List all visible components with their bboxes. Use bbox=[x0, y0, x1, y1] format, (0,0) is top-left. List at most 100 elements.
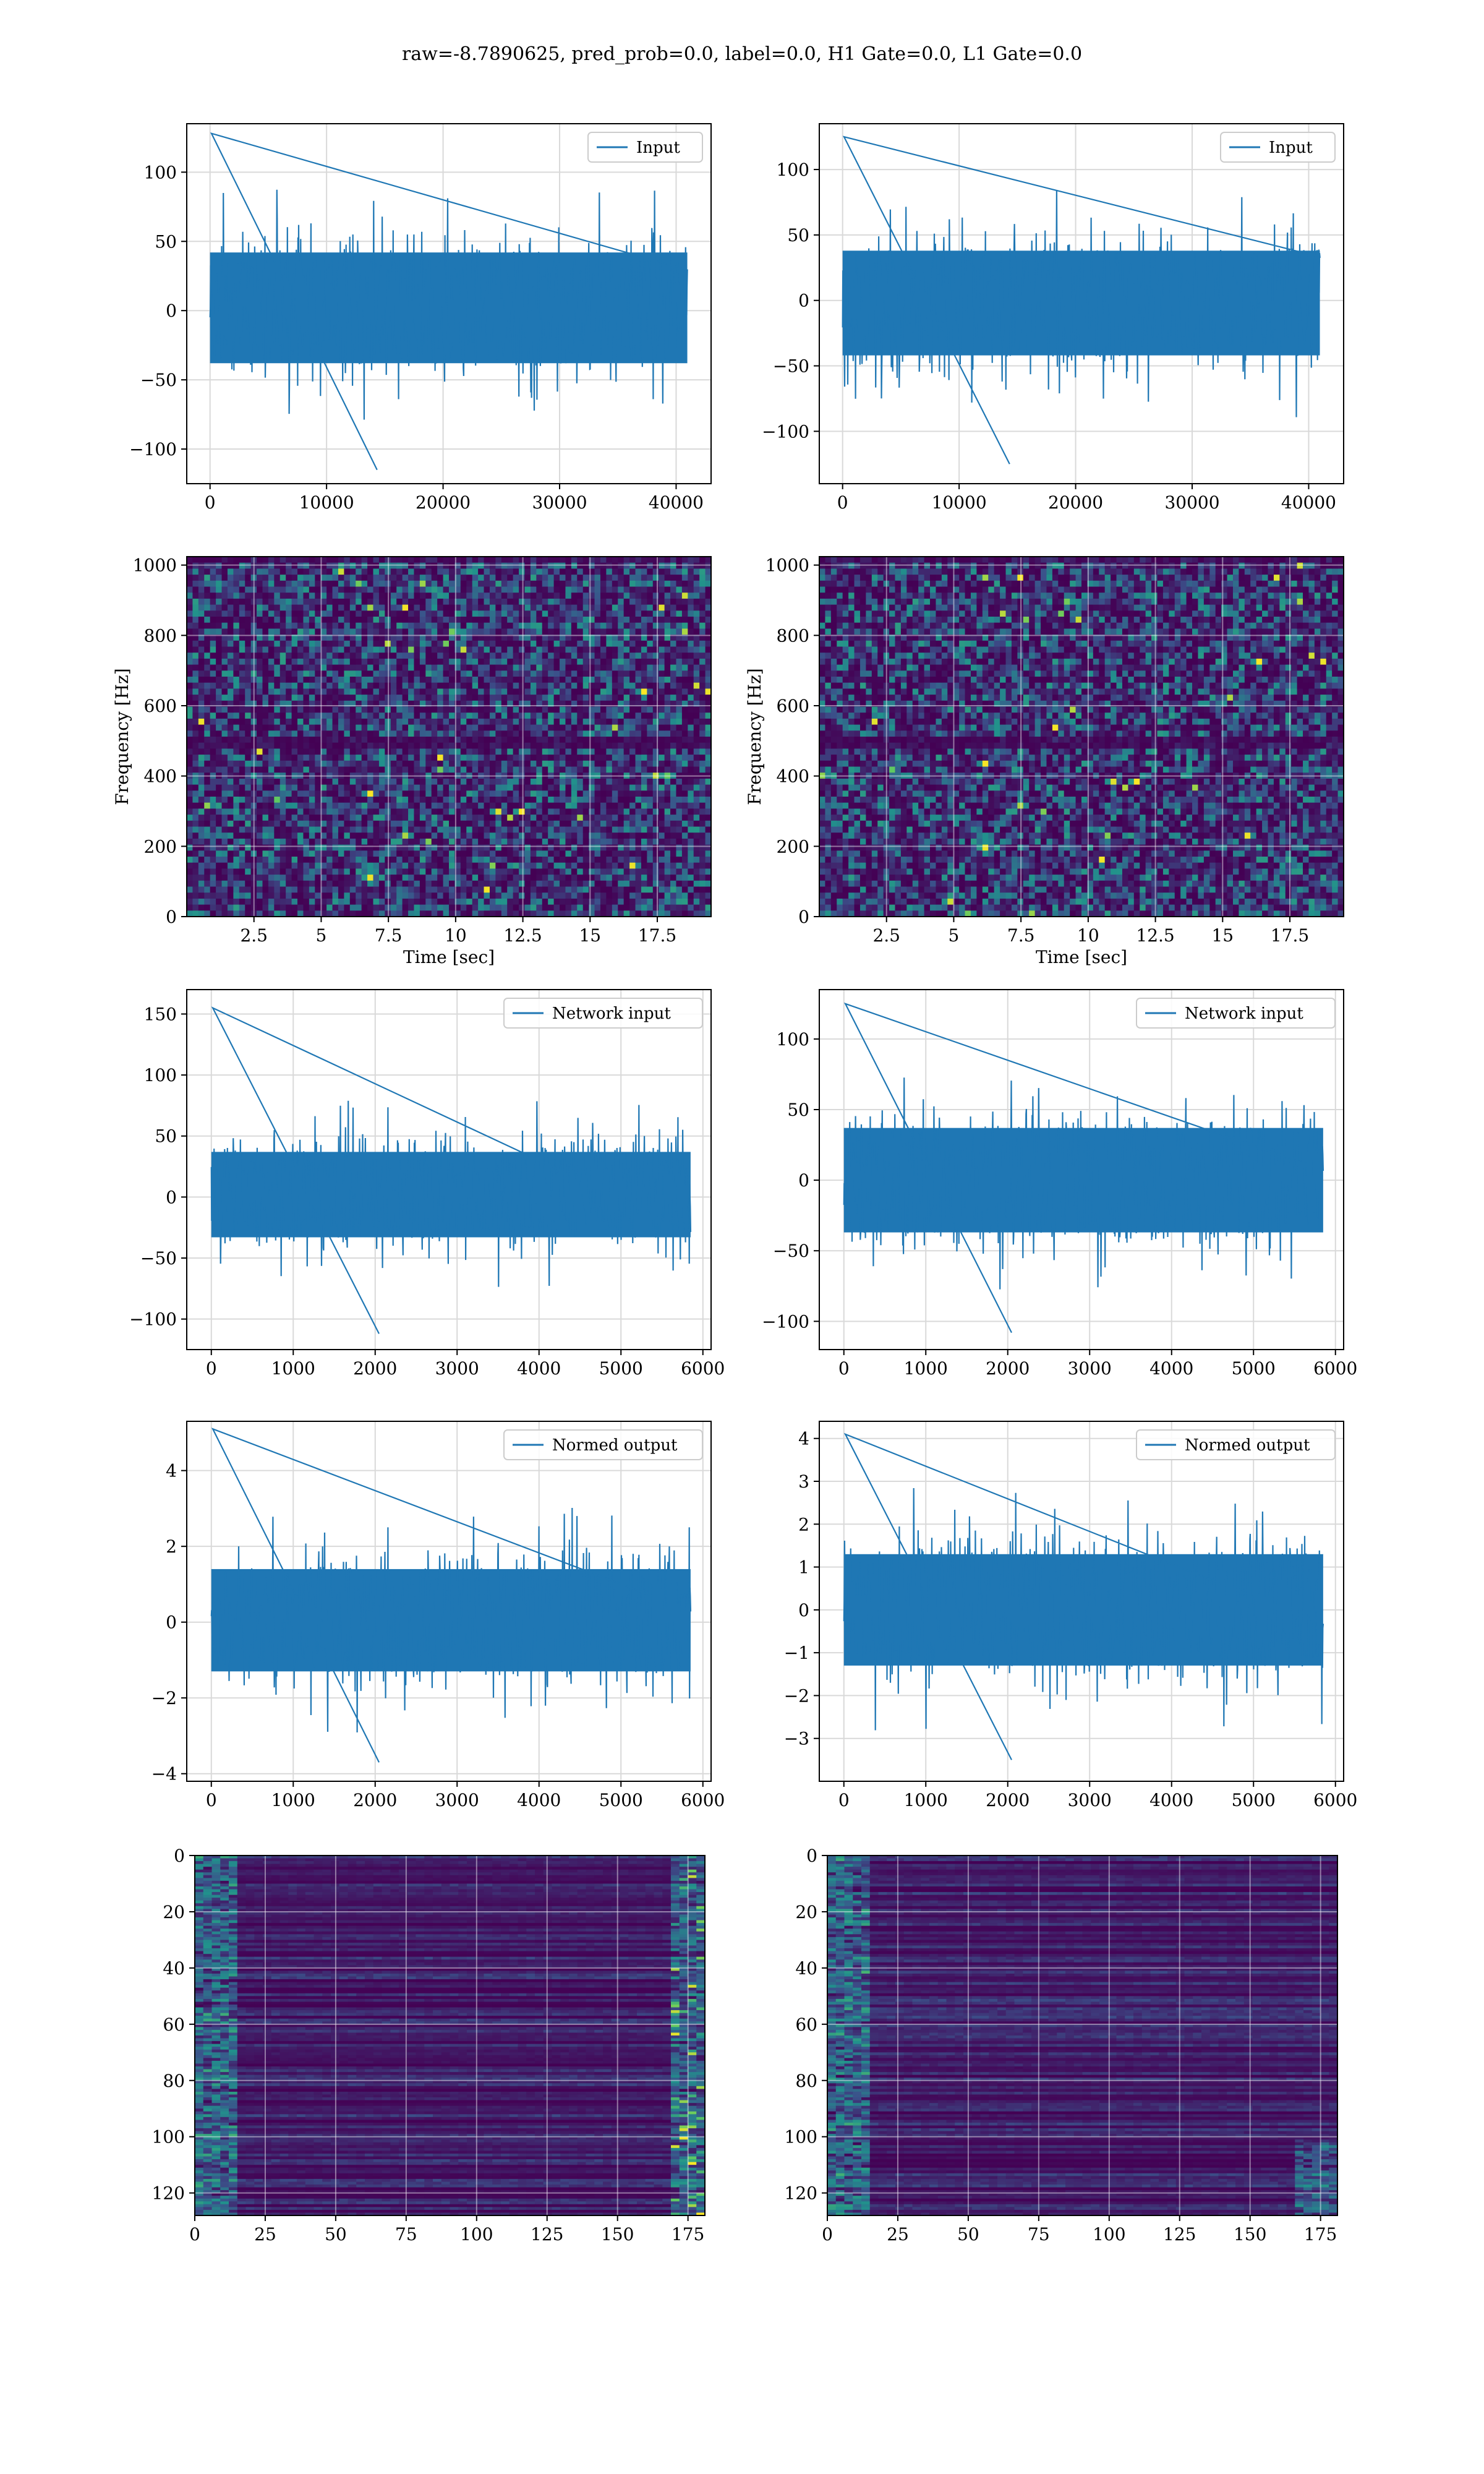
x-axis-label: Time [sec] bbox=[1036, 947, 1127, 967]
x-tick-label: 25 bbox=[254, 2224, 276, 2245]
y-tick-label: 60 bbox=[163, 2014, 185, 2035]
x-tick-label: 175 bbox=[1304, 2224, 1337, 2245]
chart-normed-output-h1: 0 1000 2000 3000 4000 5000 6000 −4 −2 0 2 4 Normed o… bbox=[151, 1421, 725, 1810]
y-tick-label: 20 bbox=[795, 1902, 817, 1922]
x-tick-label: 20000 bbox=[416, 492, 471, 513]
x-tick-label: 6000 bbox=[1313, 1790, 1357, 1810]
x-tick-label: 0 bbox=[206, 1358, 217, 1379]
axes-frame bbox=[186, 123, 712, 484]
x-tick-label: 40000 bbox=[1281, 492, 1336, 513]
chart-network-input-h1: 0 1000 2000 3000 4000 5000 6000 −100 −50 0 50 100 15… bbox=[129, 989, 725, 1379]
y-tick-label: −3 bbox=[784, 1729, 809, 1749]
x-tick-label: 15 bbox=[1211, 925, 1234, 946]
y-tick-label: −100 bbox=[129, 439, 177, 460]
x-tick-label: 175 bbox=[672, 2224, 704, 2245]
axes-frame bbox=[186, 989, 712, 1350]
y-tick-label: 800 bbox=[144, 625, 177, 646]
x-tick-label: 25 bbox=[887, 2224, 909, 2245]
y-tick-label: 800 bbox=[777, 625, 809, 646]
y-tick-label: 200 bbox=[144, 836, 177, 857]
y-tick-label: −2 bbox=[151, 1688, 177, 1708]
y-tick-label: 600 bbox=[777, 696, 809, 716]
x-tick-label: 125 bbox=[1163, 2224, 1196, 2245]
heatmap-cells bbox=[187, 557, 711, 917]
y-tick-label: 120 bbox=[152, 2183, 185, 2204]
x-tick-label: 1000 bbox=[904, 1790, 948, 1810]
legend-label: Input bbox=[636, 139, 680, 157]
x-tick-label: 3000 bbox=[1068, 1358, 1112, 1379]
y-tick-label: 0 bbox=[166, 1187, 177, 1207]
x-tick-label: 12.5 bbox=[1136, 925, 1174, 946]
x-tick-label: 5 bbox=[949, 925, 960, 946]
legend-label: Network input bbox=[1185, 1004, 1303, 1023]
x-tick-label: 1000 bbox=[271, 1790, 315, 1810]
x-axis-label: Time [sec] bbox=[403, 947, 495, 967]
x-tick-label: 2000 bbox=[353, 1358, 397, 1379]
x-tick-label: 5000 bbox=[599, 1358, 643, 1379]
x-tick-label: 30000 bbox=[1164, 492, 1219, 513]
y-tick-label: 0 bbox=[166, 301, 177, 321]
y-tick-label: 50 bbox=[787, 1100, 809, 1120]
y-tick-label: 600 bbox=[144, 696, 177, 716]
y-tick-label: 120 bbox=[785, 2183, 817, 2204]
y-axis-label: Frequency [Hz] bbox=[744, 668, 765, 805]
x-tick-label: 6000 bbox=[681, 1790, 725, 1810]
x-tick-label: 5000 bbox=[599, 1790, 643, 1810]
series-line bbox=[843, 1002, 1324, 1333]
x-tick-label: 4000 bbox=[517, 1790, 561, 1810]
y-tick-label: 100 bbox=[144, 162, 177, 182]
axes-frame bbox=[819, 556, 1344, 917]
x-tick-label: 0 bbox=[838, 1790, 850, 1810]
axes-frame bbox=[827, 1855, 1338, 2216]
series-line bbox=[842, 135, 1321, 464]
axes-frame bbox=[194, 1855, 706, 2216]
x-tick-label: 4000 bbox=[517, 1358, 561, 1379]
y-tick-label: −2 bbox=[784, 1685, 809, 1706]
legend: Network input bbox=[503, 998, 703, 1029]
x-tick-label: 0 bbox=[205, 492, 216, 513]
axes-frame bbox=[819, 1421, 1344, 1782]
x-tick-label: 1000 bbox=[271, 1358, 315, 1379]
x-tick-label: 7.5 bbox=[1007, 925, 1035, 946]
x-tick-label: 75 bbox=[1028, 2224, 1050, 2245]
y-tick-label: 0 bbox=[798, 907, 809, 927]
y-tick-label: 1 bbox=[798, 1557, 809, 1578]
y-tick-label: 100 bbox=[785, 2127, 817, 2147]
chart-feature-map-h1: 0 25 50 75 100 125 150 175 0 20 40 60 80 100 120 bbox=[152, 1846, 706, 2245]
y-tick-label: 100 bbox=[144, 1065, 177, 1085]
legend: Input bbox=[1220, 132, 1336, 163]
y-tick-label: 1000 bbox=[133, 555, 177, 576]
y-tick-label: −50 bbox=[140, 1248, 177, 1269]
y-tick-label: 60 bbox=[795, 2014, 817, 2035]
series-line bbox=[843, 1432, 1324, 1760]
chart-feature-map-l1: 0 25 50 75 100 125 150 175 0 20 40 60 80 100 120 bbox=[785, 1846, 1338, 2245]
legend: Normed output bbox=[1136, 1429, 1336, 1460]
y-tick-label: 0 bbox=[798, 1600, 809, 1620]
x-tick-label: 0 bbox=[822, 2224, 833, 2245]
y-tick-label: 200 bbox=[777, 836, 809, 857]
legend: Input bbox=[587, 132, 703, 163]
x-tick-label: 4000 bbox=[1149, 1358, 1193, 1379]
x-tick-label: 50 bbox=[325, 2224, 347, 2245]
chart-input-l1: 0 10000 20000 30000 40000 −100 −50 0 50 100 Input bbox=[762, 123, 1344, 513]
y-tick-label: 50 bbox=[155, 1126, 177, 1147]
x-tick-label: 0 bbox=[189, 2224, 200, 2245]
x-tick-label: 15 bbox=[579, 925, 601, 946]
x-tick-label: 0 bbox=[206, 1790, 217, 1810]
legend-label: Network input bbox=[552, 1004, 671, 1023]
y-tick-label: 3 bbox=[798, 1471, 809, 1492]
y-tick-label: 2 bbox=[166, 1536, 177, 1557]
y-tick-label: 0 bbox=[166, 1612, 177, 1633]
y-tick-label: 2 bbox=[798, 1514, 809, 1534]
x-tick-label: 20000 bbox=[1048, 492, 1103, 513]
y-tick-label: 4 bbox=[166, 1461, 177, 1481]
x-tick-label: 5 bbox=[316, 925, 327, 946]
chart-input-h1: 0 10000 20000 30000 40000 −100 −50 0 50 100 Input bbox=[129, 123, 712, 513]
x-tick-label: 50 bbox=[957, 2224, 979, 2245]
axes-frame bbox=[186, 1421, 712, 1782]
legend-label: Input bbox=[1269, 139, 1313, 157]
y-tick-label: −50 bbox=[773, 1241, 809, 1261]
x-tick-label: 6000 bbox=[681, 1358, 725, 1379]
x-tick-label: 0 bbox=[838, 1358, 850, 1379]
y-tick-label: −100 bbox=[762, 1311, 809, 1332]
